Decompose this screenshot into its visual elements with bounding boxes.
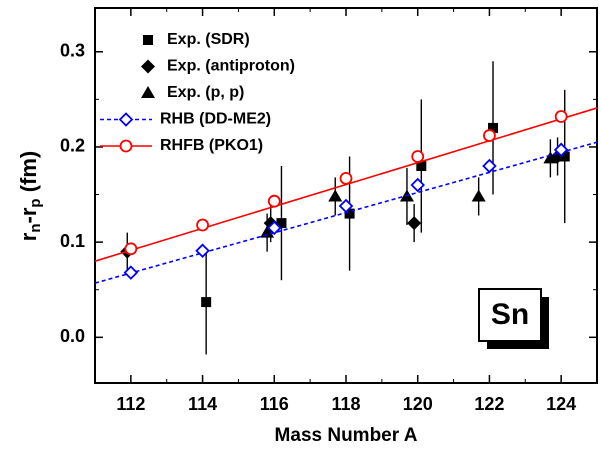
marker-triangle <box>141 86 155 98</box>
marker-open-diamond <box>195 243 210 258</box>
y-tick-label: 0.2 <box>60 136 85 156</box>
marker-open-circle <box>483 129 496 142</box>
y-tick-label: 0.3 <box>60 41 85 61</box>
marker-diamond <box>407 216 422 231</box>
marker-open-diamond <box>410 177 425 193</box>
legend-label: Exp. (SDR) <box>167 31 250 48</box>
y-label-part: -r <box>16 207 41 223</box>
marker-triangle <box>260 225 275 238</box>
marker-open-diamond <box>482 158 497 174</box>
y-tick-label: 0.0 <box>60 326 85 346</box>
marker-open-circle <box>119 139 133 153</box>
marker-square <box>559 151 570 162</box>
x-tick-label: 118 <box>331 394 360 414</box>
marker-open-diamond <box>553 142 569 158</box>
y-label-sub: p <box>27 198 44 207</box>
marker-triangle <box>328 189 343 202</box>
marker-diamond <box>141 59 155 74</box>
marker-square <box>344 208 355 219</box>
x-tick-label: 114 <box>188 394 217 414</box>
marker-square <box>143 35 153 45</box>
marker-open-circle <box>339 171 353 185</box>
marker-square <box>416 160 427 171</box>
marker-open-diamond <box>338 198 354 214</box>
marker-triangle <box>471 189 486 202</box>
legend-label: Exp. (antiproton) <box>167 58 295 75</box>
marker-square <box>276 218 287 229</box>
legend-label: RHFB (PKO1) <box>160 137 263 154</box>
marker-open-circle <box>124 242 138 256</box>
legend-label: Exp. (p, p) <box>167 84 244 101</box>
marker-open-circle <box>554 110 568 123</box>
marker-open-circle <box>267 194 281 208</box>
marker-square <box>488 122 499 133</box>
marker-open-diamond <box>267 220 282 236</box>
x-tick-label: 112 <box>116 394 145 414</box>
marker-open-diamond <box>123 265 139 280</box>
marker-open-circle <box>196 218 209 232</box>
y-tick-label: 0.1 <box>60 231 85 251</box>
y-axis-label: rn-rp (fm) <box>16 151 44 241</box>
y-label-sub: n <box>27 223 44 232</box>
marker-open-diamond <box>118 112 134 127</box>
annotation-box <box>478 288 542 342</box>
y-label-part: r <box>16 232 41 241</box>
marker-triangle <box>543 151 558 164</box>
x-tick-label: 116 <box>260 394 289 414</box>
x-tick-label: 122 <box>474 394 504 414</box>
y-label-part: (fm) <box>16 151 41 199</box>
x-tick-label: 120 <box>403 394 433 414</box>
annotation: Sn <box>491 298 529 331</box>
marker-square <box>201 297 212 308</box>
x-tick-label: 124 <box>546 394 576 414</box>
x-axis-label: Mass Number A <box>275 425 418 446</box>
legend-label: RHB (DD-ME2) <box>160 111 271 128</box>
marker-open-circle <box>411 150 425 163</box>
